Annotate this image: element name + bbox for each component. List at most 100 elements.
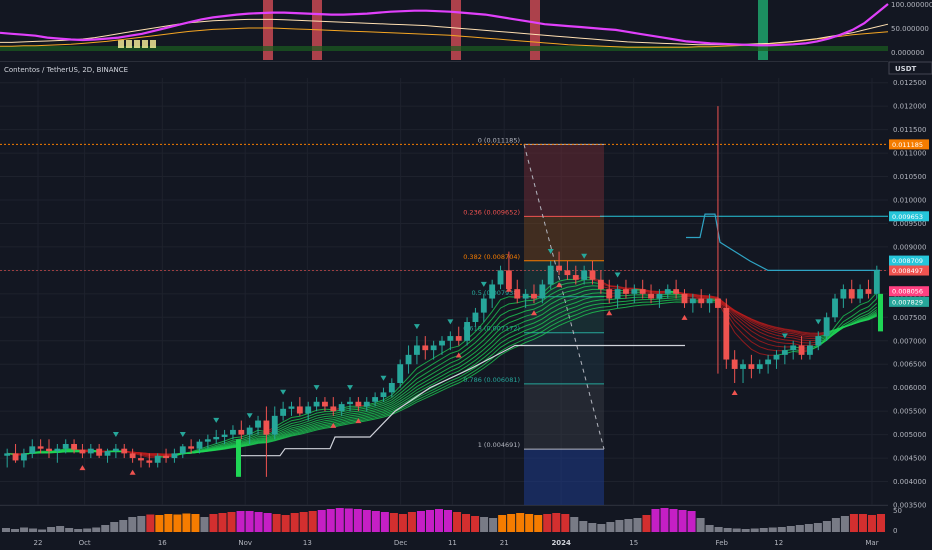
fibonacci-retracement[interactable]: 0 (0.011185) 0.236 (0.009652) 0.382 (0.008…	[463, 136, 605, 505]
price-grid	[0, 78, 888, 506]
volume-bar	[768, 527, 777, 532]
y-tick-label: 0.006000	[893, 384, 926, 392]
fib-level-label: 1 (0.004691)	[478, 441, 520, 449]
buy-signal-arrow	[505, 286, 512, 292]
osc-zero-zone	[0, 46, 888, 51]
volume-bar	[624, 519, 633, 532]
candle-body	[715, 298, 721, 308]
osc-axis-label: 100.000000	[891, 1, 932, 9]
volume-bar	[326, 509, 335, 532]
candle-body	[54, 448, 61, 452]
candle-body	[648, 293, 654, 299]
candle-body	[480, 298, 487, 313]
volume-bar	[254, 512, 263, 532]
volume-bar	[173, 514, 182, 532]
candle-body	[731, 359, 738, 369]
candle-body	[388, 383, 395, 393]
ribbon-line	[541, 278, 576, 294]
candle-body	[790, 345, 797, 351]
buy-signal-arrow	[530, 310, 537, 316]
fib-zone	[524, 332, 604, 384]
ribbon-line	[174, 299, 685, 455]
volume-bar	[182, 513, 191, 532]
volume-bar	[876, 514, 885, 532]
volume-bar	[227, 512, 236, 532]
candle-body	[781, 350, 788, 355]
fib-level-label: 0.382 (0.008704)	[463, 253, 520, 261]
price-tag-label: 0.008709	[892, 257, 923, 265]
price-tag-label: 0.008056	[892, 288, 923, 296]
ribbon-line	[676, 292, 819, 342]
volume-bar	[831, 518, 840, 532]
volume-bar	[858, 514, 867, 532]
candle-body	[112, 448, 119, 452]
volume-bar	[723, 528, 732, 532]
volume-bar	[218, 513, 227, 532]
price-tag-label: 0.009653	[892, 213, 923, 221]
volume-bar	[209, 514, 218, 532]
fib-level-label: 0.786 (0.006081)	[463, 376, 520, 384]
fib-level-label: 0 (0.011185)	[478, 136, 520, 144]
volume-bar	[29, 528, 38, 532]
volume-histogram	[2, 508, 885, 532]
ribbon-line	[174, 301, 685, 455]
time-axis[interactable]: 22 Oct 16 Nov 13 Dec 11 21 2024 15 Feb 12 Mar	[34, 539, 879, 547]
y-tick-label: 0.012000	[893, 103, 926, 111]
volume-bar	[245, 511, 254, 532]
buy-signal-arrow	[455, 352, 462, 358]
price-tag-box	[889, 211, 929, 222]
candle-body	[322, 401, 328, 407]
candle-body	[447, 336, 454, 341]
volume-bar	[65, 528, 74, 532]
x-tick-label: Oct	[79, 539, 91, 547]
candle-body	[347, 401, 353, 405]
candle-body	[196, 441, 203, 449]
ribbon-line	[684, 294, 819, 340]
candle-body	[37, 446, 44, 449]
candle-body	[163, 455, 169, 459]
ribbon-line	[174, 285, 601, 456]
volume-bar	[380, 512, 389, 532]
candle-body	[740, 364, 746, 369]
candle-body	[121, 448, 128, 454]
currency-badge: USDT	[895, 65, 917, 73]
fib-zone	[524, 216, 604, 261]
volume-bar	[750, 528, 759, 532]
volume-bar	[398, 514, 407, 532]
volume-bar	[642, 515, 651, 532]
sell-signal-arrow	[480, 281, 487, 287]
resistance-line	[686, 213, 880, 271]
price-tag-box	[889, 255, 929, 266]
osc-signal-band	[530, 0, 540, 60]
volume-bar	[867, 515, 876, 532]
candle-body	[4, 453, 11, 456]
volume-bar	[56, 526, 65, 532]
y-tick-label: 0.004500	[893, 455, 926, 463]
volume-bar	[795, 525, 804, 532]
volume-bar	[146, 514, 155, 532]
volume-bar	[696, 518, 705, 532]
candle-body	[296, 406, 303, 414]
candle-body	[840, 289, 847, 299]
candle-body	[531, 293, 537, 299]
volume-bar	[290, 513, 299, 532]
candle-body	[213, 436, 220, 440]
volume-bar	[83, 528, 92, 532]
volume-bar	[813, 523, 822, 532]
volume-bar	[561, 514, 570, 532]
candlestick-series	[4, 106, 880, 477]
vol-axis-label: 0	[893, 527, 897, 535]
candle-body	[698, 298, 705, 304]
osc-signal-band	[263, 0, 273, 60]
candle-body	[179, 446, 186, 454]
candle-body	[614, 289, 621, 299]
volume-bar	[822, 521, 831, 532]
candle-body	[238, 429, 245, 435]
volume-bar	[714, 527, 723, 532]
volume-bar	[480, 517, 489, 532]
ribbon-line	[826, 315, 877, 333]
candle-body	[363, 401, 370, 407]
volume-bar	[101, 525, 110, 532]
candle-body	[873, 270, 880, 294]
